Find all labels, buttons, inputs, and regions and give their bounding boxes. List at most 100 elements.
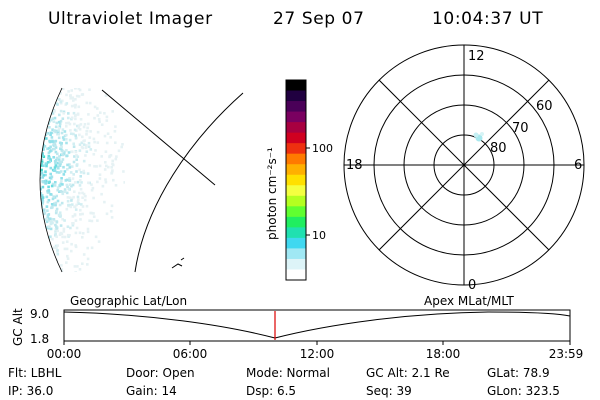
emission-pixel: [31, 229, 34, 232]
emission-pixel: [47, 254, 51, 257]
emission-pixel: [45, 106, 48, 109]
emission-pixel: [70, 184, 73, 188]
emission-pixel: [26, 268, 29, 271]
emission-pixel: [37, 165, 40, 168]
emission-pixel: [67, 151, 71, 154]
emission-pixel: [40, 103, 43, 107]
emission-pixel: [32, 247, 35, 250]
emission-pixel: [40, 109, 43, 112]
emission-pixel: [47, 185, 50, 189]
emission-pixel: [40, 146, 41, 149]
emission-pixel: [56, 188, 59, 192]
emission-pixel: [120, 145, 123, 149]
emission-pixel: [59, 214, 62, 217]
emission-pixel: [55, 156, 59, 160]
emission-pixel: [70, 85, 73, 88]
emission-pixel: [29, 256, 32, 259]
emission-pixel: [56, 165, 60, 168]
emission-pixel: [42, 164, 45, 167]
emission-pixel: [56, 249, 59, 252]
emission-pixel: [87, 122, 90, 126]
emission-pixel: [98, 120, 101, 124]
emission-pixel: [41, 154, 44, 157]
emission-pixel: [33, 208, 36, 211]
emission-pixel: [87, 145, 91, 148]
emission-pixel: [70, 249, 73, 253]
emission-pixel: [110, 216, 114, 219]
emission-pixel: [60, 145, 63, 149]
lat-label-60: 60: [536, 99, 553, 114]
emission-pixel: [36, 121, 39, 124]
emission-pixel: [92, 196, 95, 200]
emission-pixel: [40, 109, 41, 113]
emission-pixel: [51, 147, 55, 151]
emission-pixel: [40, 222, 42, 225]
emission-pixel: [29, 93, 32, 96]
emission-pixel: [27, 107, 30, 110]
emission-pixel: [36, 218, 39, 221]
emission-pixel: [28, 142, 31, 145]
emission-pixel: [69, 205, 73, 209]
timeline-panel: [63, 309, 571, 345]
emission-pixel: [61, 88, 65, 90]
emission-pixel: [72, 195, 75, 199]
emission-pixel: [80, 181, 83, 184]
emission-pixel: [74, 114, 77, 118]
emission-pixel: [86, 172, 90, 175]
emission-pixel: [25, 195, 28, 198]
emission-pixel: [70, 197, 74, 200]
emission-pixel: [78, 231, 82, 235]
emission-pixel: [40, 128, 41, 132]
emission-pixel: [80, 203, 83, 206]
mode-param: Mode: Normal: [246, 366, 330, 380]
emission-pixel: [25, 220, 28, 223]
emission-pixel: [25, 166, 28, 169]
emission-pixel: [89, 148, 93, 151]
emission-pixel: [41, 152, 44, 155]
emission-pixel: [54, 161, 57, 165]
emission-pixel: [41, 106, 45, 109]
emission-pixel: [59, 224, 63, 227]
emission-pixel: [27, 177, 30, 180]
emission-pixel: [81, 262, 84, 265]
emission-pixel: [72, 145, 76, 148]
emission-pixel: [37, 115, 40, 118]
emission-pixel: [46, 240, 49, 243]
emission-pixel: [42, 242, 46, 245]
emission-pixel: [111, 159, 114, 163]
emission-pixel: [115, 155, 118, 158]
emission-pixel: [41, 196, 45, 199]
emission-pixel: [54, 244, 58, 248]
emission-pixel: [109, 210, 113, 213]
emission-pixel: [40, 252, 42, 256]
emission-pixel: [46, 209, 49, 212]
emission-pixel: [41, 200, 45, 203]
emission-pixel: [100, 155, 103, 158]
emission-pixel: [72, 99, 75, 102]
emission-pixel: [47, 92, 50, 95]
emission-pixel: [42, 256, 45, 259]
emission-pixel: [63, 190, 67, 193]
emission-pixel: [48, 146, 51, 150]
emission-pixel: [90, 211, 93, 215]
emission-pixel: [42, 236, 45, 240]
emission-pixel: [100, 123, 104, 126]
emission-pixel: [57, 213, 61, 217]
emission-pixel: [27, 248, 30, 251]
emission-pixel: [59, 92, 62, 95]
emission-pixel: [33, 233, 36, 236]
emission-pixel: [53, 95, 56, 99]
emission-pixel: [42, 253, 45, 256]
emission-pixel: [45, 250, 48, 254]
emission-pixel: [45, 258, 49, 262]
emission-pixel: [78, 81, 81, 84]
emission-pixel: [78, 143, 82, 146]
emission-pixel: [67, 203, 70, 207]
emission-pixel: [88, 101, 92, 105]
emission-pixel: [35, 123, 38, 126]
emission-pixel: [81, 196, 84, 199]
emission-pixel: [56, 199, 60, 203]
emission-pixel: [41, 92, 44, 96]
emission-pixel: [65, 138, 68, 141]
emission-pixel: [25, 96, 28, 99]
